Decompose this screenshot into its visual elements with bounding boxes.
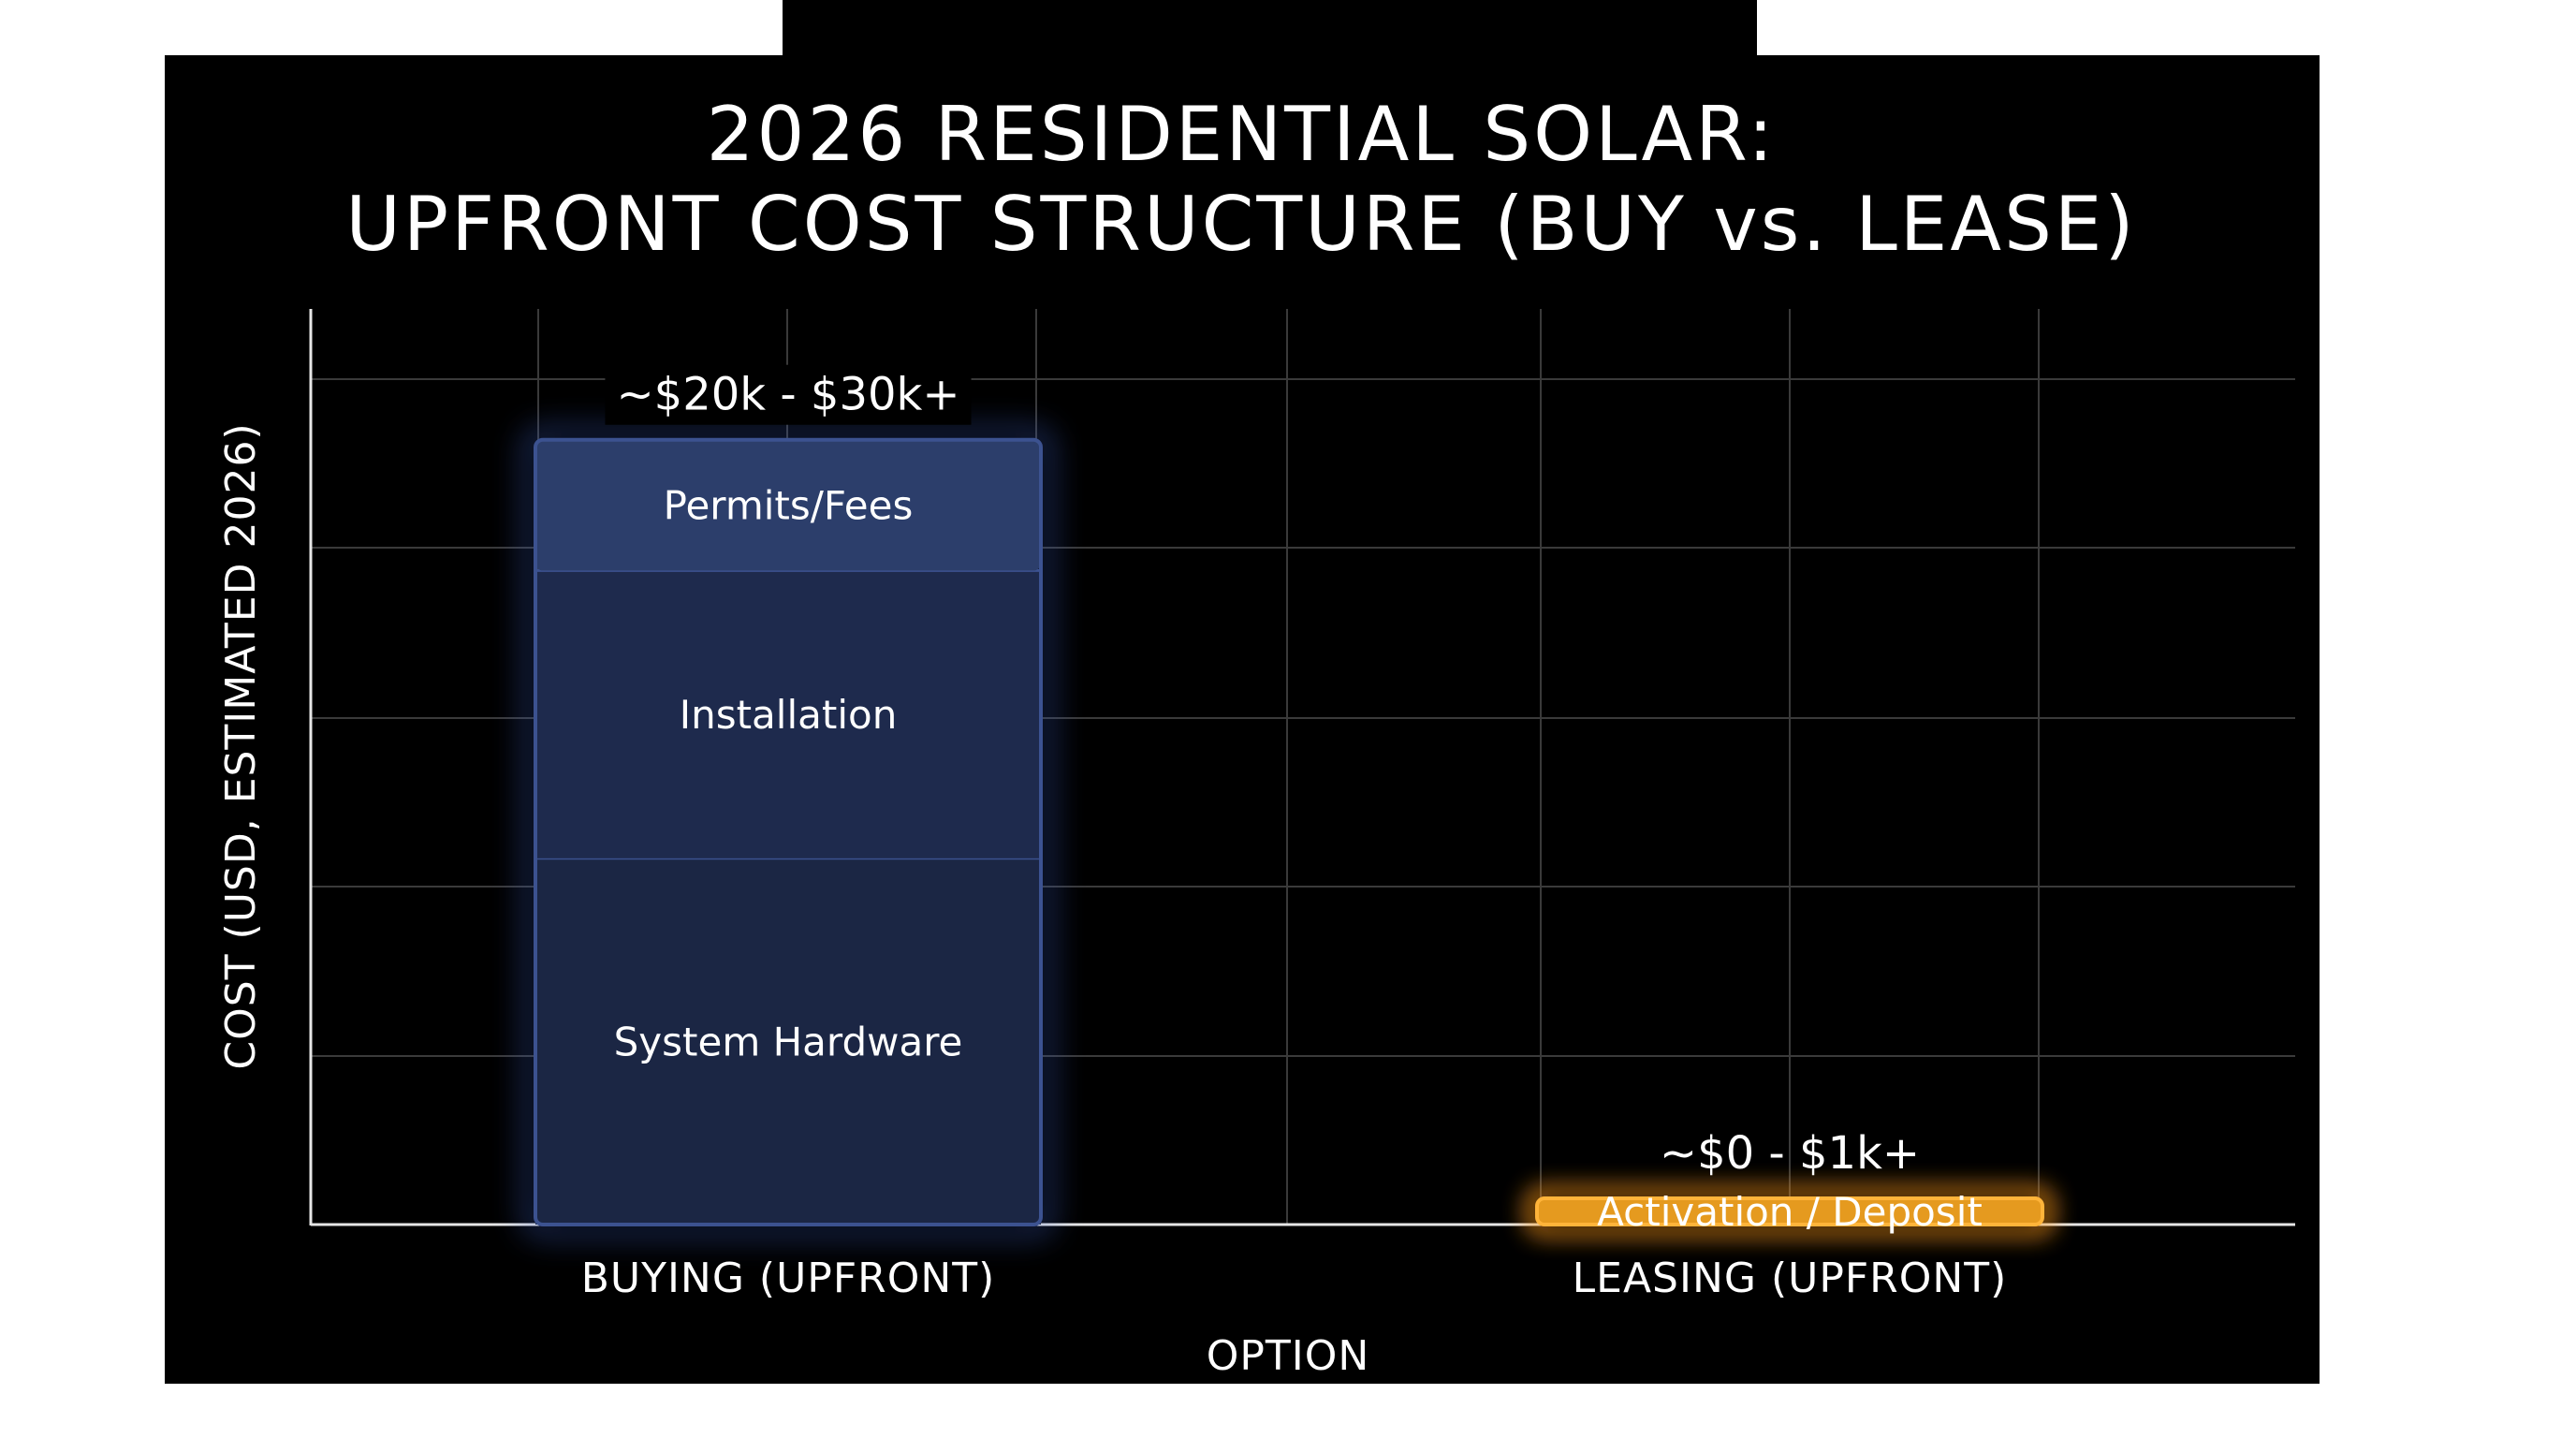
bar-outline-leasing-upfront bbox=[1535, 1196, 2044, 1226]
y-axis-title: COST (USD, ESTIMATED 2026) bbox=[217, 422, 265, 1069]
top-black-tab bbox=[783, 0, 1757, 56]
bar-glow-buying-upfront bbox=[523, 427, 1053, 1237]
bar-segment-permits-fees bbox=[535, 439, 1041, 571]
x-axis-title: OPTION bbox=[1207, 1332, 1370, 1380]
segment-label-installation: Installation bbox=[680, 692, 898, 738]
bar-segment-system-hardware bbox=[535, 858, 1041, 1225]
chart-text: System Hardware Installation Permits/Fees ~… bbox=[217, 364, 2008, 1380]
bar-outline-buying-upfront bbox=[534, 437, 1043, 1226]
chart-title-line-2: UPFRONT COST STRUCTURE (BUY vs. LEASE) bbox=[345, 181, 2137, 268]
bar-segment-activation-deposit bbox=[1537, 1198, 2042, 1225]
segment-label-activation-deposit: Activation / Deposit bbox=[1597, 1189, 1983, 1235]
total-label-backing bbox=[605, 364, 972, 425]
chart-title-line-1: 2026 RESIDENTIAL SOLAR: bbox=[706, 91, 1777, 178]
total-label-leasing-upfront: ~$0 - $1k+ bbox=[1660, 1127, 1920, 1180]
segment-label-permits-fees: Permits/Fees bbox=[664, 483, 914, 529]
bar-glow-leasing-upfront bbox=[1525, 1186, 2055, 1237]
x-tick-label-leasing-upfront: LEASING (UPFRONT) bbox=[1573, 1255, 2008, 1302]
segment-label-system-hardware: System Hardware bbox=[614, 1019, 963, 1064]
x-tick-label-buying-upfront: BUYING (UPFRONT) bbox=[581, 1255, 996, 1302]
bars bbox=[523, 427, 2055, 1237]
total-label-buying-upfront: ~$20k - $30k+ bbox=[616, 369, 959, 421]
bar-segment-installation bbox=[535, 570, 1041, 858]
